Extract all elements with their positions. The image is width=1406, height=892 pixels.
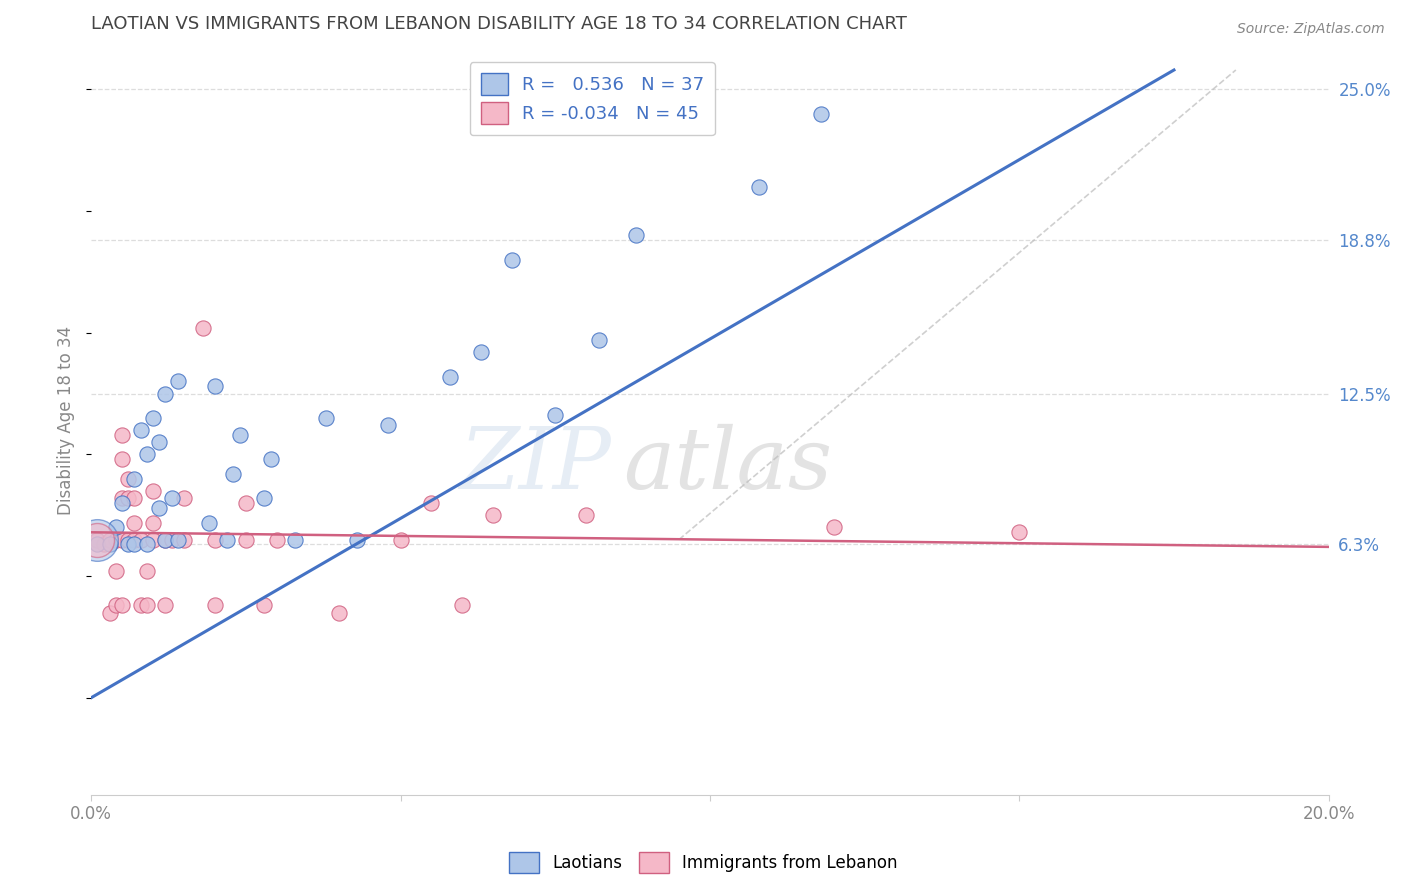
Point [377,418,399,433]
Text: LAOTIAN VS IMMIGRANTS FROM LEBANON DISABILITY AGE 18 TO 34 CORRELATION CHART: LAOTIAN VS IMMIGRANTS FROM LEBANON DISAB… [91,15,907,33]
Point [142,533,165,547]
Point [98,606,121,620]
Point [501,252,523,267]
Point [575,508,598,523]
Point [420,496,443,510]
Point [222,467,245,481]
Point [160,533,183,547]
Point [155,599,177,613]
Point [810,107,832,121]
Point [104,520,127,534]
Point [86,533,108,547]
Point [111,496,134,510]
Point [129,423,152,437]
Point [204,379,226,393]
Point [111,599,134,613]
Point [155,533,177,547]
Point [544,409,567,423]
Point [86,533,108,547]
Point [235,496,257,510]
Point [124,516,146,530]
Point [235,533,257,547]
Point [124,537,146,551]
Point [142,411,165,425]
Point [142,516,165,530]
Point [173,491,195,506]
Point [389,533,412,547]
Point [166,533,188,547]
Point [148,435,170,450]
Point [284,533,307,547]
Point [315,411,337,425]
Point [1008,525,1031,540]
Y-axis label: Disability Age 18 to 34: Disability Age 18 to 34 [58,326,75,515]
Point [588,333,610,347]
Point [266,533,288,547]
Text: Source: ZipAtlas.com: Source: ZipAtlas.com [1237,22,1385,37]
Point [148,500,170,515]
Point [748,179,770,194]
Point [142,483,165,498]
Point [197,516,219,530]
Point [124,491,146,506]
Point [98,533,121,547]
Point [228,428,250,442]
Point [166,375,188,389]
Point [259,452,281,467]
Point [124,533,146,547]
Text: ZIP: ZIP [458,424,610,507]
Point [346,533,368,547]
Point [117,537,139,551]
Point [328,606,350,620]
Point [217,533,239,547]
Point [135,599,157,613]
Point [104,599,127,613]
Point [204,599,226,613]
Point [135,447,157,461]
Point [253,599,276,613]
Point [117,472,139,486]
Point [624,228,647,243]
Point [135,537,157,551]
Point [253,491,276,506]
Point [155,386,177,401]
Point [482,508,505,523]
Point [98,537,121,551]
Text: atlas: atlas [623,424,832,507]
Point [191,321,214,335]
Point [823,520,845,534]
Point [117,491,139,506]
Point [204,533,226,547]
Point [111,533,134,547]
Point [155,533,177,547]
Point [104,564,127,578]
Point [111,491,134,506]
Point [117,533,139,547]
Point [135,564,157,578]
Point [129,599,152,613]
Legend: R =   0.536   N = 37, R = -0.034   N = 45: R = 0.536 N = 37, R = -0.034 N = 45 [470,62,716,135]
Point [86,533,108,547]
Point [129,533,152,547]
Point [111,452,134,467]
Point [439,369,461,384]
Point [160,491,183,506]
Legend: Laotians, Immigrants from Lebanon: Laotians, Immigrants from Lebanon [502,846,904,880]
Point [104,533,127,547]
Point [470,345,492,359]
Point [111,428,134,442]
Point [93,537,115,551]
Point [451,599,474,613]
Point [173,533,195,547]
Point [86,537,108,551]
Point [124,472,146,486]
